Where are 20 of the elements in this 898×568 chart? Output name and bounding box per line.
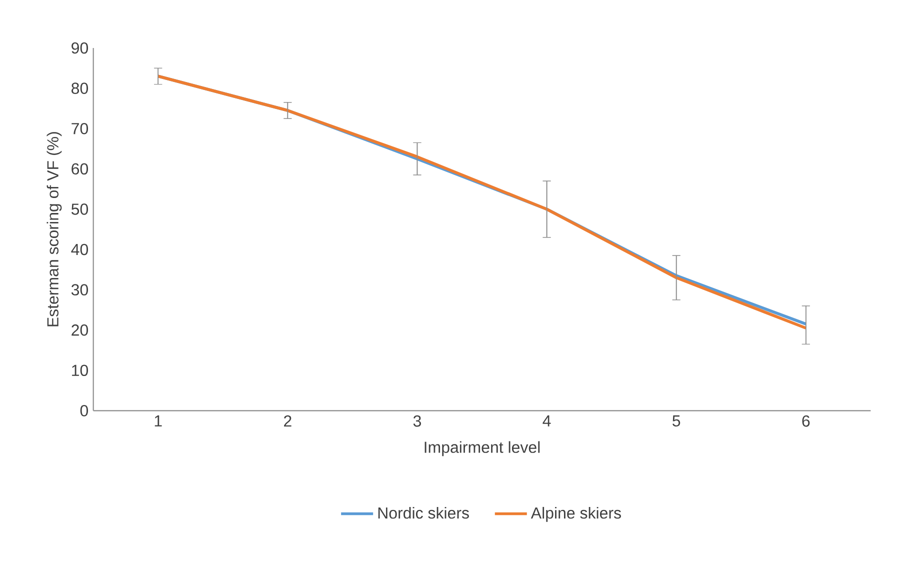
y-tick-label: 0 xyxy=(80,405,88,416)
y-tick-label: 40 xyxy=(71,244,88,256)
y-tick-label: 60 xyxy=(72,163,88,175)
y-axis-title: Esterman scoring of VF (%) xyxy=(46,132,62,326)
x-tick-label: 4 xyxy=(542,415,551,426)
x-tick-label: 1 xyxy=(154,415,162,426)
y-tick-label: 30 xyxy=(71,284,88,296)
x-tick-label: 6 xyxy=(802,415,810,427)
y-tick-label: 80 xyxy=(72,82,88,94)
y-tick-label: 50 xyxy=(71,204,88,215)
legend-label: Nordic skiers xyxy=(378,506,469,519)
x-tick-label: 5 xyxy=(672,415,680,427)
x-axis-title: Impairment level xyxy=(424,441,540,456)
y-tick-label: 20 xyxy=(72,324,88,336)
y-tick-label: 70 xyxy=(72,122,88,134)
y-tick-label: 90 xyxy=(72,42,88,54)
y-tick-label: 10 xyxy=(72,364,88,376)
x-tick-label: 3 xyxy=(413,415,421,427)
x-tick-label: 2 xyxy=(284,415,292,427)
legend-label: Alpine skiers xyxy=(530,506,621,522)
